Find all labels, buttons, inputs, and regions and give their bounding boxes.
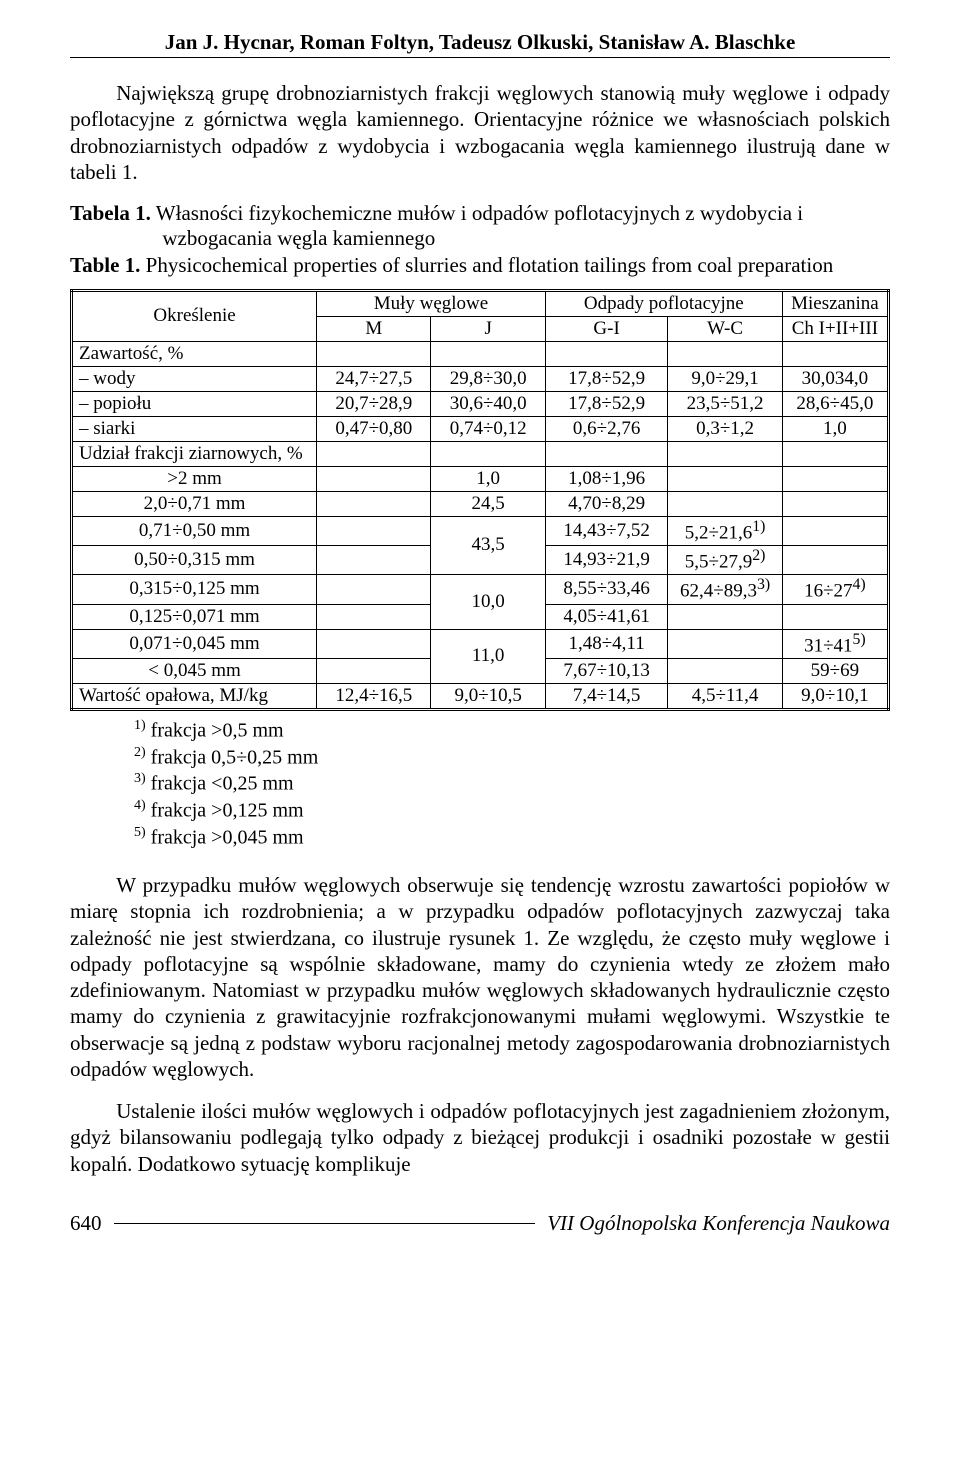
th-ch: Ch I+II+III	[782, 316, 888, 341]
table-row: – wody 24,7÷27,5 29,8÷30,0 17,8÷52,9 9,0…	[72, 366, 889, 391]
page: Jan J. Hycnar, Roman Foltyn, Tadeusz Olk…	[0, 0, 960, 1481]
discussion-paragraph-2: Ustalenie ilości mułów węglowych i odpad…	[70, 1098, 890, 1177]
conference-name: VII Ogólnopolska Konferencja Naukowa	[547, 1211, 890, 1236]
footer-rule-icon	[114, 1223, 536, 1224]
th-j: J	[431, 316, 545, 341]
table-row: Wartość opałowa, MJ/kg 12,4÷16,5 9,0÷10,…	[72, 683, 889, 709]
table-row: 2,0÷0,71 mm 24,5 4,70÷8,29	[72, 491, 889, 516]
table-footnotes: 1) frakcja >0,5 mm 2) frakcja 0,5÷0,25 m…	[70, 717, 890, 850]
table-caption-pl: Tabela 1. Własności fizykochemiczne mułó…	[70, 201, 890, 251]
caption-tag-en: Table 1.	[70, 253, 140, 277]
table-row: 0,315÷0,125 mm 10,0 8,55÷33,46 62,4÷89,3…	[72, 575, 889, 604]
table-row: – popiołu 20,7÷28,9 30,6÷40,0 17,8÷52,9 …	[72, 391, 889, 416]
header-authors: Jan J. Hycnar, Roman Foltyn, Tadeusz Olk…	[165, 30, 796, 54]
th-okreslenie: Określenie	[72, 290, 317, 341]
page-number: 640	[70, 1211, 102, 1236]
row-zawartosc: Zawartość, %	[72, 341, 317, 366]
intro-paragraph: Największą grupę drobnoziarnistych frakc…	[70, 80, 890, 185]
th-gi: G-I	[545, 316, 668, 341]
page-footer: 640 VII Ogólnopolska Konferencja Naukowa	[70, 1211, 890, 1236]
properties-table: Określenie Muły węglowe Odpady poflotacy…	[70, 289, 890, 711]
table-row: – siarki 0,47÷0,80 0,74÷0,12 0,6÷2,76 0,…	[72, 416, 889, 441]
caption-text-en: Physicochemical properties of slurries a…	[146, 253, 834, 277]
th-wc: W-C	[668, 316, 782, 341]
table-row: 0,71÷0,50 mm 43,5 14,43÷7,52 5,2÷21,61)	[72, 516, 889, 545]
row-udzial: Udział frakcji ziarnowych, %	[72, 441, 317, 466]
caption-text-pl: Własności fizykochemiczne mułów i odpadó…	[156, 201, 803, 250]
table-caption-en: Table 1. Physicochemical properties of s…	[70, 253, 890, 278]
table-row: >2 mm 1,0 1,08÷1,96	[72, 466, 889, 491]
th-muly: Muły węglowe	[317, 290, 546, 316]
header-authors-bar: Jan J. Hycnar, Roman Foltyn, Tadeusz Olk…	[70, 30, 890, 58]
th-mieszanina: Mieszanina	[782, 290, 888, 316]
th-odpady: Odpady poflotacyjne	[545, 290, 782, 316]
caption-tag-pl: Tabela 1.	[70, 201, 151, 225]
discussion-paragraph-1: W przypadku mułów węglowych obserwuje si…	[70, 872, 890, 1082]
table-row: 0,071÷0,045 mm 11,0 1,48÷4,11 31÷415)	[72, 629, 889, 658]
th-m: M	[317, 316, 431, 341]
